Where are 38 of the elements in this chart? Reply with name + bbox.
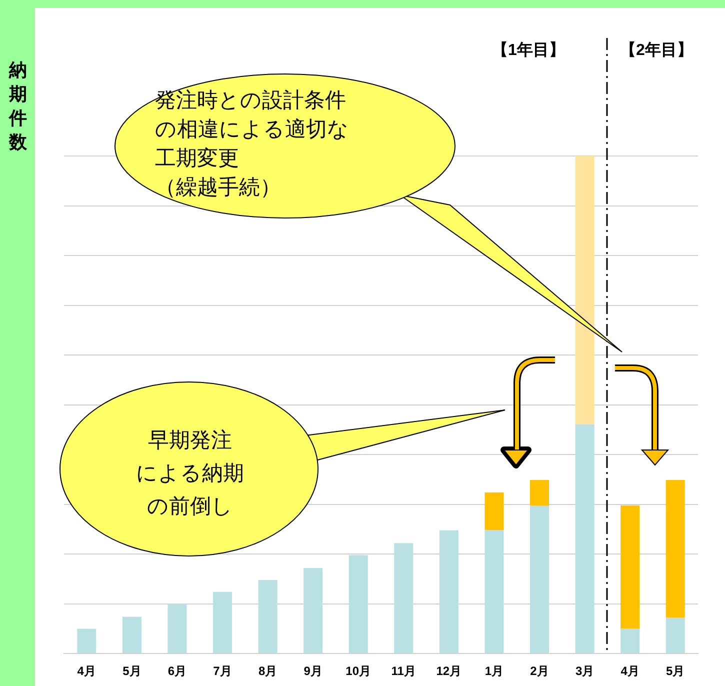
bar bbox=[575, 424, 594, 654]
bar bbox=[620, 628, 640, 654]
bar bbox=[530, 480, 550, 506]
bar bbox=[348, 555, 368, 654]
bar bbox=[575, 156, 594, 424]
bar bbox=[439, 530, 458, 654]
text: 【1年目】 bbox=[492, 40, 565, 61]
x-tick-label: 11月 bbox=[391, 664, 416, 678]
bar bbox=[258, 580, 278, 654]
x-tick-label: 4月 bbox=[77, 664, 96, 678]
x-tick-label: 5月 bbox=[666, 664, 685, 678]
bar bbox=[666, 480, 685, 618]
x-tick-label: 7月 bbox=[213, 664, 232, 678]
x-tick-label: 9月 bbox=[304, 664, 322, 678]
y-axis-title: 納期件数 bbox=[8, 59, 28, 154]
text: 【2年目】 bbox=[620, 40, 693, 61]
bar bbox=[484, 530, 504, 654]
bar bbox=[530, 506, 550, 654]
bar bbox=[620, 505, 640, 629]
x-tick-label: 1月 bbox=[484, 664, 504, 678]
bar bbox=[484, 492, 504, 530]
x-tick-label: 2月 bbox=[530, 664, 549, 678]
bar bbox=[304, 568, 323, 654]
x-tick-label: 12月 bbox=[436, 664, 462, 678]
x-tick-label: 4月 bbox=[620, 664, 640, 678]
bar bbox=[394, 543, 414, 654]
x-tick-label: 8月 bbox=[258, 664, 278, 678]
annotation: 早期発注による納期の前倒し bbox=[135, 428, 245, 520]
bar bbox=[212, 592, 232, 654]
bar bbox=[122, 616, 142, 654]
x-tick-label: 3月 bbox=[575, 664, 594, 678]
x-tick-label: 5月 bbox=[122, 664, 142, 678]
bar bbox=[168, 604, 187, 654]
annotation: 発注時との設計条件の相違による適切な工期変更（繰越手続） bbox=[155, 88, 349, 201]
bar bbox=[666, 618, 685, 654]
x-tick-label: 6月 bbox=[168, 664, 187, 678]
bar bbox=[77, 628, 96, 654]
x-tick-label: 10月 bbox=[346, 664, 372, 678]
